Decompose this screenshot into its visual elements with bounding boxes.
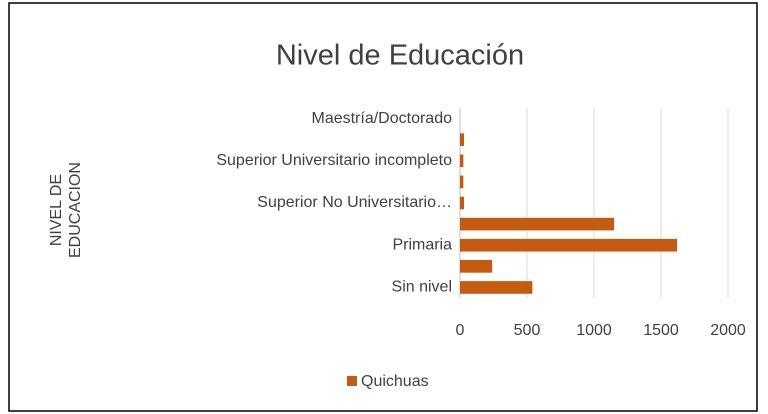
- x-tick-label: 2000: [710, 322, 746, 339]
- x-tick-label: 0: [456, 322, 465, 339]
- y-axis-label: NIVEL DE EDUCACION: [48, 162, 84, 259]
- legend-label: Quichuas: [361, 373, 429, 390]
- legend-swatch: [347, 376, 357, 386]
- y-tick-label: Superior No Universitario…: [257, 194, 452, 211]
- bar: [460, 260, 493, 273]
- bar: [460, 281, 533, 294]
- y-tick-label: Primaria: [392, 236, 452, 253]
- bar: [460, 133, 465, 146]
- x-tick-label: 1000: [576, 322, 612, 339]
- bar: [460, 238, 678, 252]
- x-tick-label: 1500: [643, 322, 679, 339]
- bar: [460, 175, 464, 189]
- chart-title: Nivel de Educación: [276, 40, 524, 72]
- chart-border: [8, 2, 758, 412]
- bar: [460, 217, 615, 231]
- x-tick-label: 500: [514, 322, 541, 339]
- y-tick-label: Maestría/Doctorado: [311, 110, 452, 127]
- y-tick-label: Sin nivel: [392, 279, 452, 296]
- bar: [460, 196, 465, 210]
- y-tick-label: Superior Universitario incompleto: [216, 152, 452, 169]
- bar: [460, 154, 464, 168]
